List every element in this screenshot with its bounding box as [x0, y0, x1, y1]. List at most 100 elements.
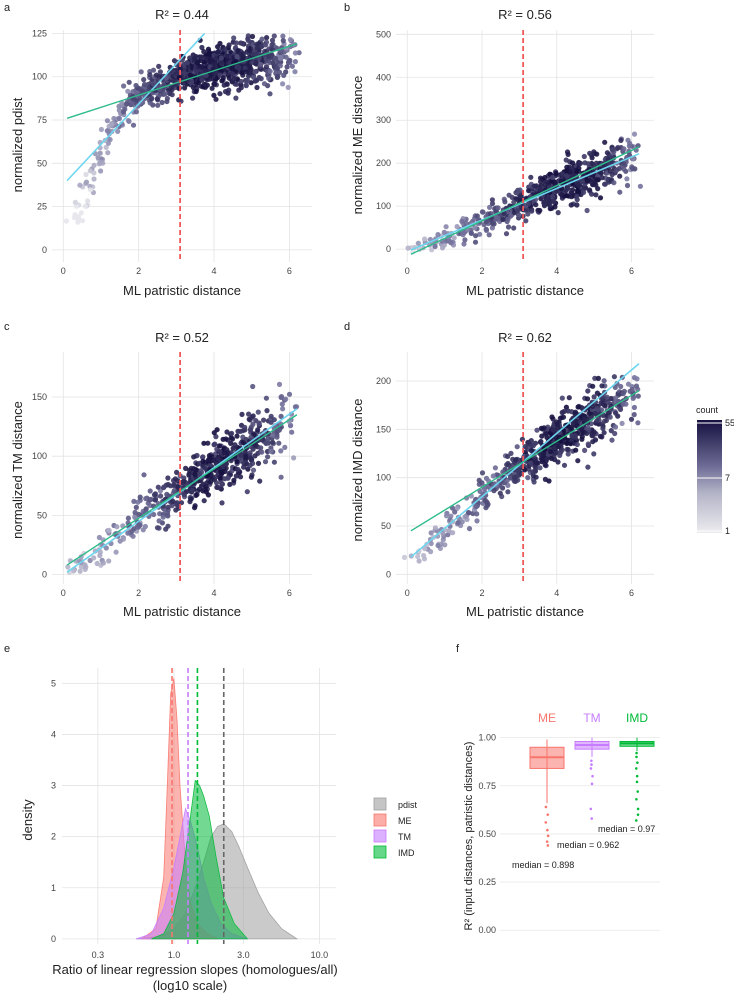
hex-bin [196, 486, 202, 492]
hex-bin [462, 237, 468, 243]
hex-bin [591, 451, 597, 457]
hex-bin [250, 460, 256, 466]
y-tick-label: 0.00 [478, 925, 496, 935]
hex-bin [164, 491, 170, 497]
hex-bin [208, 479, 214, 485]
hex-bin [554, 421, 561, 428]
hex-bin [268, 419, 274, 425]
hex-bin [91, 176, 97, 182]
x-tick-label: 0 [405, 588, 410, 598]
hex-bin [263, 42, 269, 48]
hex-bin [187, 72, 193, 78]
hex-bin [224, 81, 230, 87]
hex-bin [121, 83, 127, 89]
fit-line-all [410, 146, 640, 255]
hex-bin [77, 568, 83, 574]
hex-bin [559, 395, 565, 401]
hex-bin [119, 100, 125, 106]
hex-bin [574, 202, 580, 208]
hex-bin [283, 396, 289, 402]
hex-bin [613, 410, 619, 416]
outlier-IMD [635, 774, 639, 778]
hex-bin [259, 43, 265, 49]
fit-line-homologues [410, 152, 640, 251]
hex-bin [446, 238, 452, 244]
x-tick-label: 2 [136, 266, 141, 276]
outlier-ME [544, 805, 548, 809]
hex-bin [190, 487, 196, 493]
hex-bin [473, 233, 479, 239]
hex-bin [544, 456, 550, 462]
hex-bin [63, 218, 69, 224]
hex-bin [182, 85, 188, 91]
hex-bin [593, 192, 599, 198]
colorbar-title: count [696, 405, 719, 415]
outlier-IMD [635, 780, 639, 784]
hex-bin [159, 99, 165, 106]
y-tick-label: 3 [51, 781, 56, 791]
hex-bin [585, 425, 591, 431]
hex-bin [115, 128, 121, 134]
outlier-IMD [635, 797, 638, 801]
hex-bin [255, 460, 262, 466]
hex-bin [231, 35, 237, 41]
hex-bin [489, 201, 496, 207]
box-name-TM: TM [583, 711, 600, 725]
hex-bin [595, 375, 602, 381]
hex-bin [454, 224, 460, 230]
hex-bin [548, 455, 555, 462]
y-tick-label: 50 [37, 158, 47, 168]
y-tick-label: 25 [37, 202, 47, 212]
hex-bin [558, 192, 565, 198]
hex-bin [268, 448, 274, 454]
hex-bin [617, 189, 623, 195]
hex-bin [280, 33, 286, 39]
hex-bin [489, 225, 495, 231]
hex-bin [566, 395, 572, 401]
hex-bin [561, 408, 567, 415]
hex-bin [564, 164, 570, 170]
hex-bin [230, 71, 236, 77]
hex-bin [125, 88, 131, 94]
hex-bin [205, 440, 211, 446]
y-tick-label: 0.25 [478, 877, 496, 887]
hex-bin [191, 55, 197, 62]
hex-bin [579, 179, 586, 185]
hex-bin [107, 137, 113, 143]
hex-bin [171, 488, 177, 494]
x-tick-label: 0.3 [92, 950, 105, 960]
hex-bin [228, 440, 234, 446]
hex-bin [548, 449, 554, 455]
hex-bin [201, 440, 207, 446]
x-tick-label: 0 [61, 588, 66, 598]
hex-bin [243, 83, 249, 89]
hex-bin [222, 47, 228, 53]
hex-bin [611, 180, 617, 186]
hex-bin [193, 88, 199, 95]
hex-bin [216, 443, 222, 449]
hex-bin [564, 440, 570, 447]
panel-e-ylabel: density [20, 799, 35, 841]
hex-bin [575, 458, 581, 464]
hex-bin [141, 77, 147, 83]
hex-bin [460, 232, 466, 238]
hex-bin [189, 79, 195, 85]
hex-bin [201, 49, 207, 55]
hex-bin [231, 76, 237, 82]
hex-bin [451, 235, 457, 241]
hex-bin [209, 85, 215, 91]
hex-bin [538, 179, 544, 185]
hex-bin [207, 58, 213, 64]
hex-bin [569, 190, 575, 196]
hex-bin [87, 557, 93, 564]
hex-bin [255, 409, 261, 415]
hex-bin [263, 440, 269, 446]
hex-bin [607, 414, 613, 420]
hex-bin [219, 78, 225, 84]
hex-bin [143, 496, 149, 502]
hex-bin [113, 549, 119, 555]
hex-bin [532, 183, 538, 189]
y-tick-label: 500 [376, 29, 391, 39]
outlier-IMD [635, 751, 638, 755]
hex-bin [174, 502, 180, 508]
